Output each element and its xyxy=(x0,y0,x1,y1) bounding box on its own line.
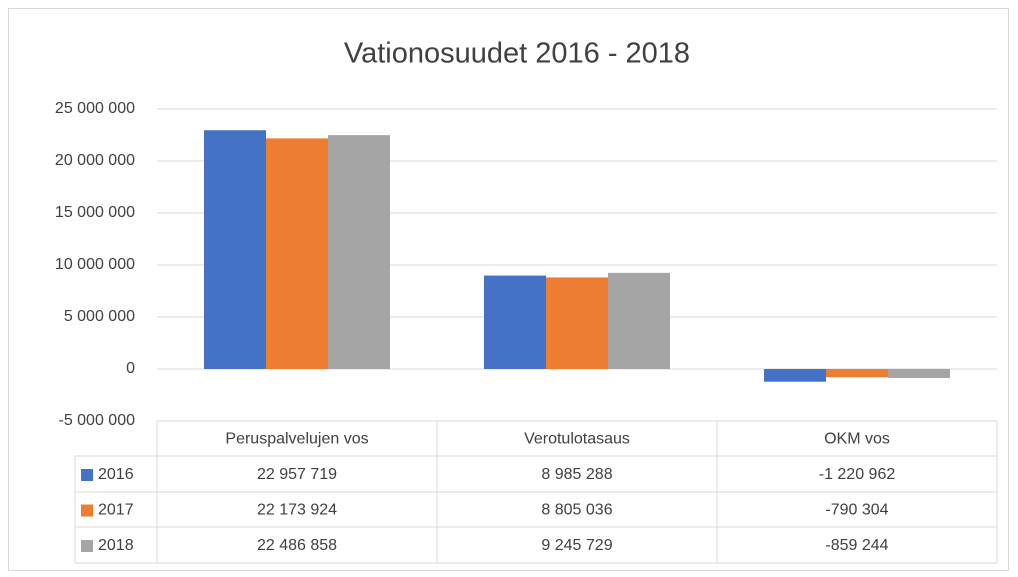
table-header: Peruspalvelujen vos xyxy=(225,431,368,448)
y-tick-label: 5 000 000 xyxy=(64,308,135,325)
bar xyxy=(484,275,546,369)
bar xyxy=(764,369,826,382)
table-cell: 22 957 719 xyxy=(257,466,337,483)
legend-label: 2018 xyxy=(98,537,134,554)
table-cell: 8 985 288 xyxy=(541,466,612,483)
legend-key xyxy=(81,504,93,517)
table-header: Verotulotasaus xyxy=(524,431,630,448)
table-cell: -859 244 xyxy=(825,537,888,554)
bar xyxy=(204,130,266,369)
table-cell: -790 304 xyxy=(825,502,888,519)
legend-label: 2016 xyxy=(98,466,134,483)
y-tick-label: 10 000 000 xyxy=(55,256,135,273)
y-tick-label: 15 000 000 xyxy=(55,204,135,221)
chart-title: Vationosuudet 2016 - 2018 xyxy=(344,38,690,70)
legend-key xyxy=(81,540,93,552)
legend-key xyxy=(81,469,93,481)
bar xyxy=(266,138,328,369)
table-cell: 22 173 924 xyxy=(257,502,337,519)
bar xyxy=(826,369,888,378)
table-header: OKM vos xyxy=(824,431,890,448)
y-tick-label: 20 000 000 xyxy=(55,152,135,169)
bar xyxy=(608,272,670,369)
table-cell: 9 245 729 xyxy=(541,537,612,554)
table-cell: -1 220 962 xyxy=(819,466,896,483)
y-tick-label: -5 000 000 xyxy=(58,412,135,429)
bar xyxy=(546,277,608,369)
bar xyxy=(328,135,390,369)
table-cell: 8 805 036 xyxy=(541,502,612,519)
bar xyxy=(888,369,950,378)
y-tick-label: 25 000 000 xyxy=(55,100,135,117)
y-tick-label: 0 xyxy=(126,360,135,377)
table-cell: 22 486 858 xyxy=(257,537,337,554)
legend-label: 2017 xyxy=(98,502,134,519)
